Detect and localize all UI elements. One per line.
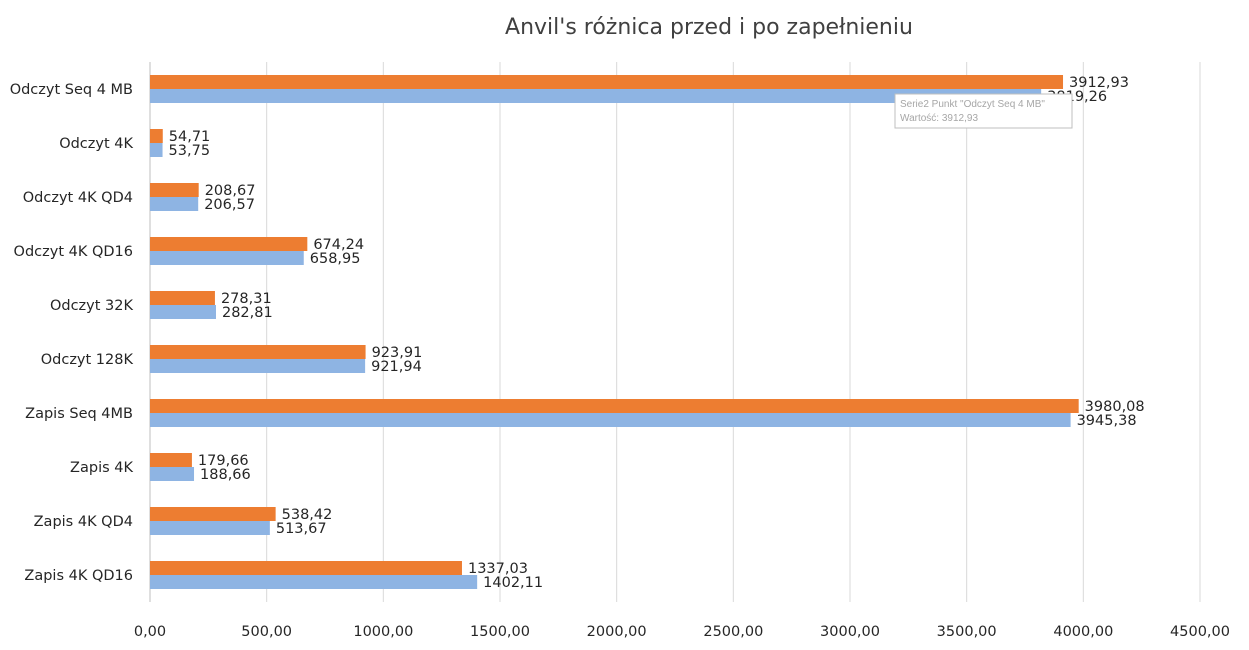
bar-series-2[interactable]: [150, 359, 366, 373]
hover-tooltip: Serie2 Punkt "Odczyt Seq 4 MB" Wartość: …: [894, 93, 1073, 129]
category-labels: Odczyt Seq 4 MB Odczyt 4K Odczyt 4K QD4 Odc…: [10, 82, 134, 584]
bar-series-2[interactable]: [150, 89, 1042, 103]
data-label: 282,81: [222, 305, 273, 321]
data-label: 3980,08: [1085, 399, 1145, 415]
x-tick-label: 4000,00: [1053, 624, 1113, 640]
chart-title: Anvil's różnica przed i po zapełnieniu: [505, 15, 913, 40]
gridlines: [149, 62, 1201, 602]
bar-series-1[interactable]: [150, 453, 192, 467]
bar-series-2[interactable]: [150, 143, 163, 157]
bars: [150, 75, 1079, 589]
data-label: 921,94: [371, 359, 422, 375]
category-label: Odczyt Seq 4 MB: [10, 82, 133, 98]
data-label: 923,91: [372, 345, 423, 361]
data-label: 658,95: [310, 251, 361, 267]
category-label: Zapis Seq 4MB: [25, 406, 133, 422]
bar-series-2[interactable]: [150, 305, 216, 319]
x-tick-label: 1000,00: [353, 624, 413, 640]
bar-series-1[interactable]: [150, 507, 276, 521]
x-tick-label: 4500,00: [1170, 624, 1230, 640]
data-label: 179,66: [198, 453, 249, 469]
category-label: Odczyt 32K: [50, 298, 134, 314]
bar-series-2[interactable]: [150, 467, 195, 481]
bar-series-1[interactable]: [150, 345, 366, 359]
data-label: 54,71: [169, 129, 211, 145]
category-label: Odczyt 4K QD4: [23, 190, 133, 206]
data-label: 3912,93: [1069, 75, 1129, 91]
bar-series-1[interactable]: [150, 183, 199, 197]
bar-series-2[interactable]: [150, 575, 478, 589]
bar-series-1[interactable]: [150, 291, 215, 305]
data-label: 206,57: [204, 197, 255, 213]
x-tick-label: 1500,00: [470, 624, 530, 640]
bar-series-2[interactable]: [150, 413, 1071, 427]
category-label: Zapis 4K: [70, 460, 133, 476]
bar-series-2[interactable]: [150, 197, 199, 211]
bar-series-1[interactable]: [150, 237, 308, 251]
x-tick-labels: 0,00 500,00 1000,00 1500,00 2000,00 2500,00 30…: [134, 624, 1230, 640]
category-label: Odczyt 4K: [59, 136, 133, 152]
x-tick-label: 3500,00: [937, 624, 997, 640]
data-label: 1402,11: [483, 575, 543, 591]
category-label: Zapis 4K QD16: [24, 568, 133, 584]
data-label: 208,67: [205, 183, 256, 199]
data-label: 188,66: [200, 467, 251, 483]
bar-series-1[interactable]: [150, 399, 1079, 413]
x-tick-label: 500,00: [241, 624, 292, 640]
data-labels: 3912,933819,2654,7153,75208,67206,57674,…: [169, 75, 1145, 591]
category-label: Odczyt 128K: [41, 352, 134, 368]
data-label: 278,31: [221, 291, 272, 307]
bar-series-1[interactable]: [150, 129, 163, 143]
tooltip-line-2: Wartość: 3912,93: [900, 113, 978, 124]
category-label: Zapis 4K QD4: [34, 514, 133, 530]
data-label: 538,42: [282, 507, 333, 523]
data-label: 513,67: [276, 521, 327, 537]
bar-series-2[interactable]: [150, 251, 304, 265]
data-label: 674,24: [313, 237, 364, 253]
bar-series-1[interactable]: [150, 75, 1064, 89]
x-tick-label: 2000,00: [587, 624, 647, 640]
x-tick-label: 0,00: [134, 624, 166, 640]
tooltip-line-1: Serie2 Punkt "Odczyt Seq 4 MB": [900, 99, 1045, 110]
category-label: Odczyt 4K QD16: [14, 244, 133, 260]
bar-series-1[interactable]: [150, 561, 462, 575]
x-tick-label: 3000,00: [820, 624, 880, 640]
bar-series-2[interactable]: [150, 521, 270, 535]
data-label: 1337,03: [468, 561, 528, 577]
x-tick-label: 2500,00: [703, 624, 763, 640]
data-label: 53,75: [169, 143, 211, 159]
data-label: 3945,38: [1077, 413, 1137, 429]
